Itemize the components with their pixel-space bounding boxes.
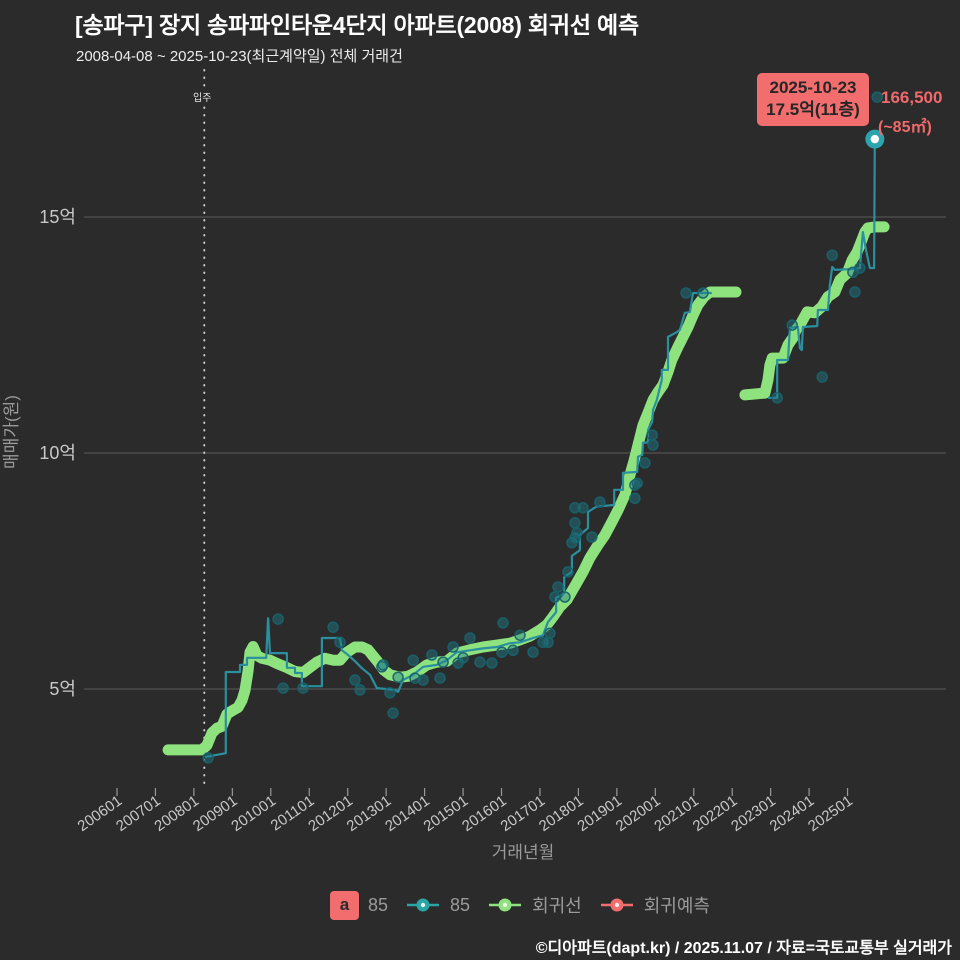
data-point[interactable]	[272, 613, 284, 625]
data-point[interactable]	[392, 671, 404, 683]
data-point[interactable]	[327, 621, 339, 633]
regression-line-segment	[162, 286, 742, 756]
prediction-point-core	[870, 134, 880, 144]
page-title: [송파구] 장지 송파파인타운4단지 아파트(2008) 회귀선 예측	[75, 12, 639, 38]
data-point[interactable]	[559, 591, 571, 603]
data-point[interactable]	[871, 91, 883, 103]
annotation-swatch: a	[330, 890, 359, 920]
series-85-line-segment	[204, 291, 712, 759]
data-point[interactable]	[552, 581, 564, 593]
data-point[interactable]	[457, 652, 469, 664]
series-85-line-segment	[768, 139, 876, 399]
data-point[interactable]	[571, 527, 583, 539]
grid-layer: 5억10억15억20060120070120080120090120100120…	[39, 69, 946, 835]
data-point[interactable]	[562, 566, 574, 578]
data-point[interactable]	[486, 657, 498, 669]
data-point[interactable]	[639, 457, 651, 469]
y-tick-label: 15억	[39, 207, 76, 227]
data-point[interactable]	[647, 439, 659, 451]
data-point[interactable]	[474, 656, 486, 668]
data-point[interactable]	[202, 752, 214, 764]
y-axis-title: 매매가(원)	[2, 395, 21, 469]
legend-item-prediction[interactable]: 회귀예측	[600, 892, 710, 918]
data-point[interactable]	[377, 659, 389, 671]
data-point[interactable]	[849, 286, 861, 298]
x-axis-title: 거래년월	[492, 843, 555, 862]
legend-annotation-label: 85	[368, 894, 389, 915]
x-tick-label: 201001	[228, 792, 279, 835]
data-point[interactable]	[464, 632, 476, 644]
data-point[interactable]	[697, 287, 709, 299]
legend-prediction-label: 회귀예측	[643, 896, 710, 916]
legend-item-regression[interactable]: 회귀선	[488, 892, 582, 918]
data-point[interactable]	[297, 682, 309, 694]
data-point[interactable]	[437, 656, 449, 668]
data-point[interactable]	[434, 672, 446, 684]
move-in-annotation: 입주	[192, 89, 213, 104]
regression-line-segment	[739, 221, 890, 401]
data-point[interactable]	[514, 629, 526, 641]
data-point[interactable]	[680, 287, 692, 299]
data-point[interactable]	[544, 627, 556, 640]
legend-item-annotation-85[interactable]: a 85	[330, 890, 389, 920]
copyright-footer: ©디아파트(dapt.kr) / 2025.11.07 / 자료=국토교통부 실…	[535, 940, 952, 957]
tooltip-price: 17.5억(11층)	[766, 100, 860, 119]
tooltip-date: 2025-10-23	[769, 78, 857, 97]
page-subtitle: 2008-04-08 ~ 2025-10-23(최근계약일) 전체 거래건	[76, 48, 403, 65]
regression-marker-icon	[489, 898, 522, 912]
data-point[interactable]	[631, 477, 643, 489]
data-point[interactable]	[496, 646, 508, 658]
data-point[interactable]	[786, 319, 798, 331]
data-point[interactable]	[816, 371, 828, 383]
x-tick-label: 202501	[805, 792, 856, 835]
y-tick-label: 5억	[49, 679, 76, 699]
prediction-marker-icon	[600, 898, 633, 912]
data-point[interactable]	[417, 674, 429, 686]
data-point[interactable]	[594, 496, 606, 508]
series-layer	[162, 91, 890, 764]
data-point[interactable]	[384, 687, 396, 699]
data-point[interactable]	[577, 502, 589, 514]
data-point[interactable]	[629, 492, 641, 505]
data-point[interactable]	[771, 392, 783, 404]
legend-item-85[interactable]: 85	[406, 895, 470, 916]
prediction-area-label: (~85㎡)	[878, 119, 932, 136]
data-point[interactable]	[826, 249, 838, 261]
data-point[interactable]	[646, 429, 658, 441]
last-trade-tooltip[interactable]: 2025-10-23 17.5억(11층)	[757, 73, 869, 126]
data-point[interactable]	[426, 649, 438, 661]
data-point[interactable]	[569, 517, 581, 529]
data-point[interactable]	[854, 262, 866, 274]
data-point[interactable]	[349, 674, 361, 686]
chart-legend: a 85 85 회귀선 회귀예측	[330, 889, 728, 921]
legend-regression-label: 회귀선	[532, 896, 582, 916]
data-point[interactable]	[407, 654, 419, 666]
data-point[interactable]	[354, 684, 366, 696]
data-point[interactable]	[527, 646, 539, 658]
data-point[interactable]	[277, 682, 289, 694]
prediction-value-label: 166,500	[881, 88, 943, 107]
data-point[interactable]	[569, 502, 581, 514]
series-85-marker-icon	[407, 898, 440, 912]
data-point[interactable]	[507, 644, 519, 657]
data-point[interactable]	[549, 591, 561, 603]
data-point[interactable]	[387, 707, 399, 719]
legend-85-label: 85	[450, 894, 471, 915]
y-tick-label: 10억	[39, 443, 76, 463]
data-point[interactable]	[447, 641, 459, 653]
data-point[interactable]	[334, 636, 346, 649]
data-point[interactable]	[586, 531, 598, 543]
data-point[interactable]	[497, 617, 509, 629]
